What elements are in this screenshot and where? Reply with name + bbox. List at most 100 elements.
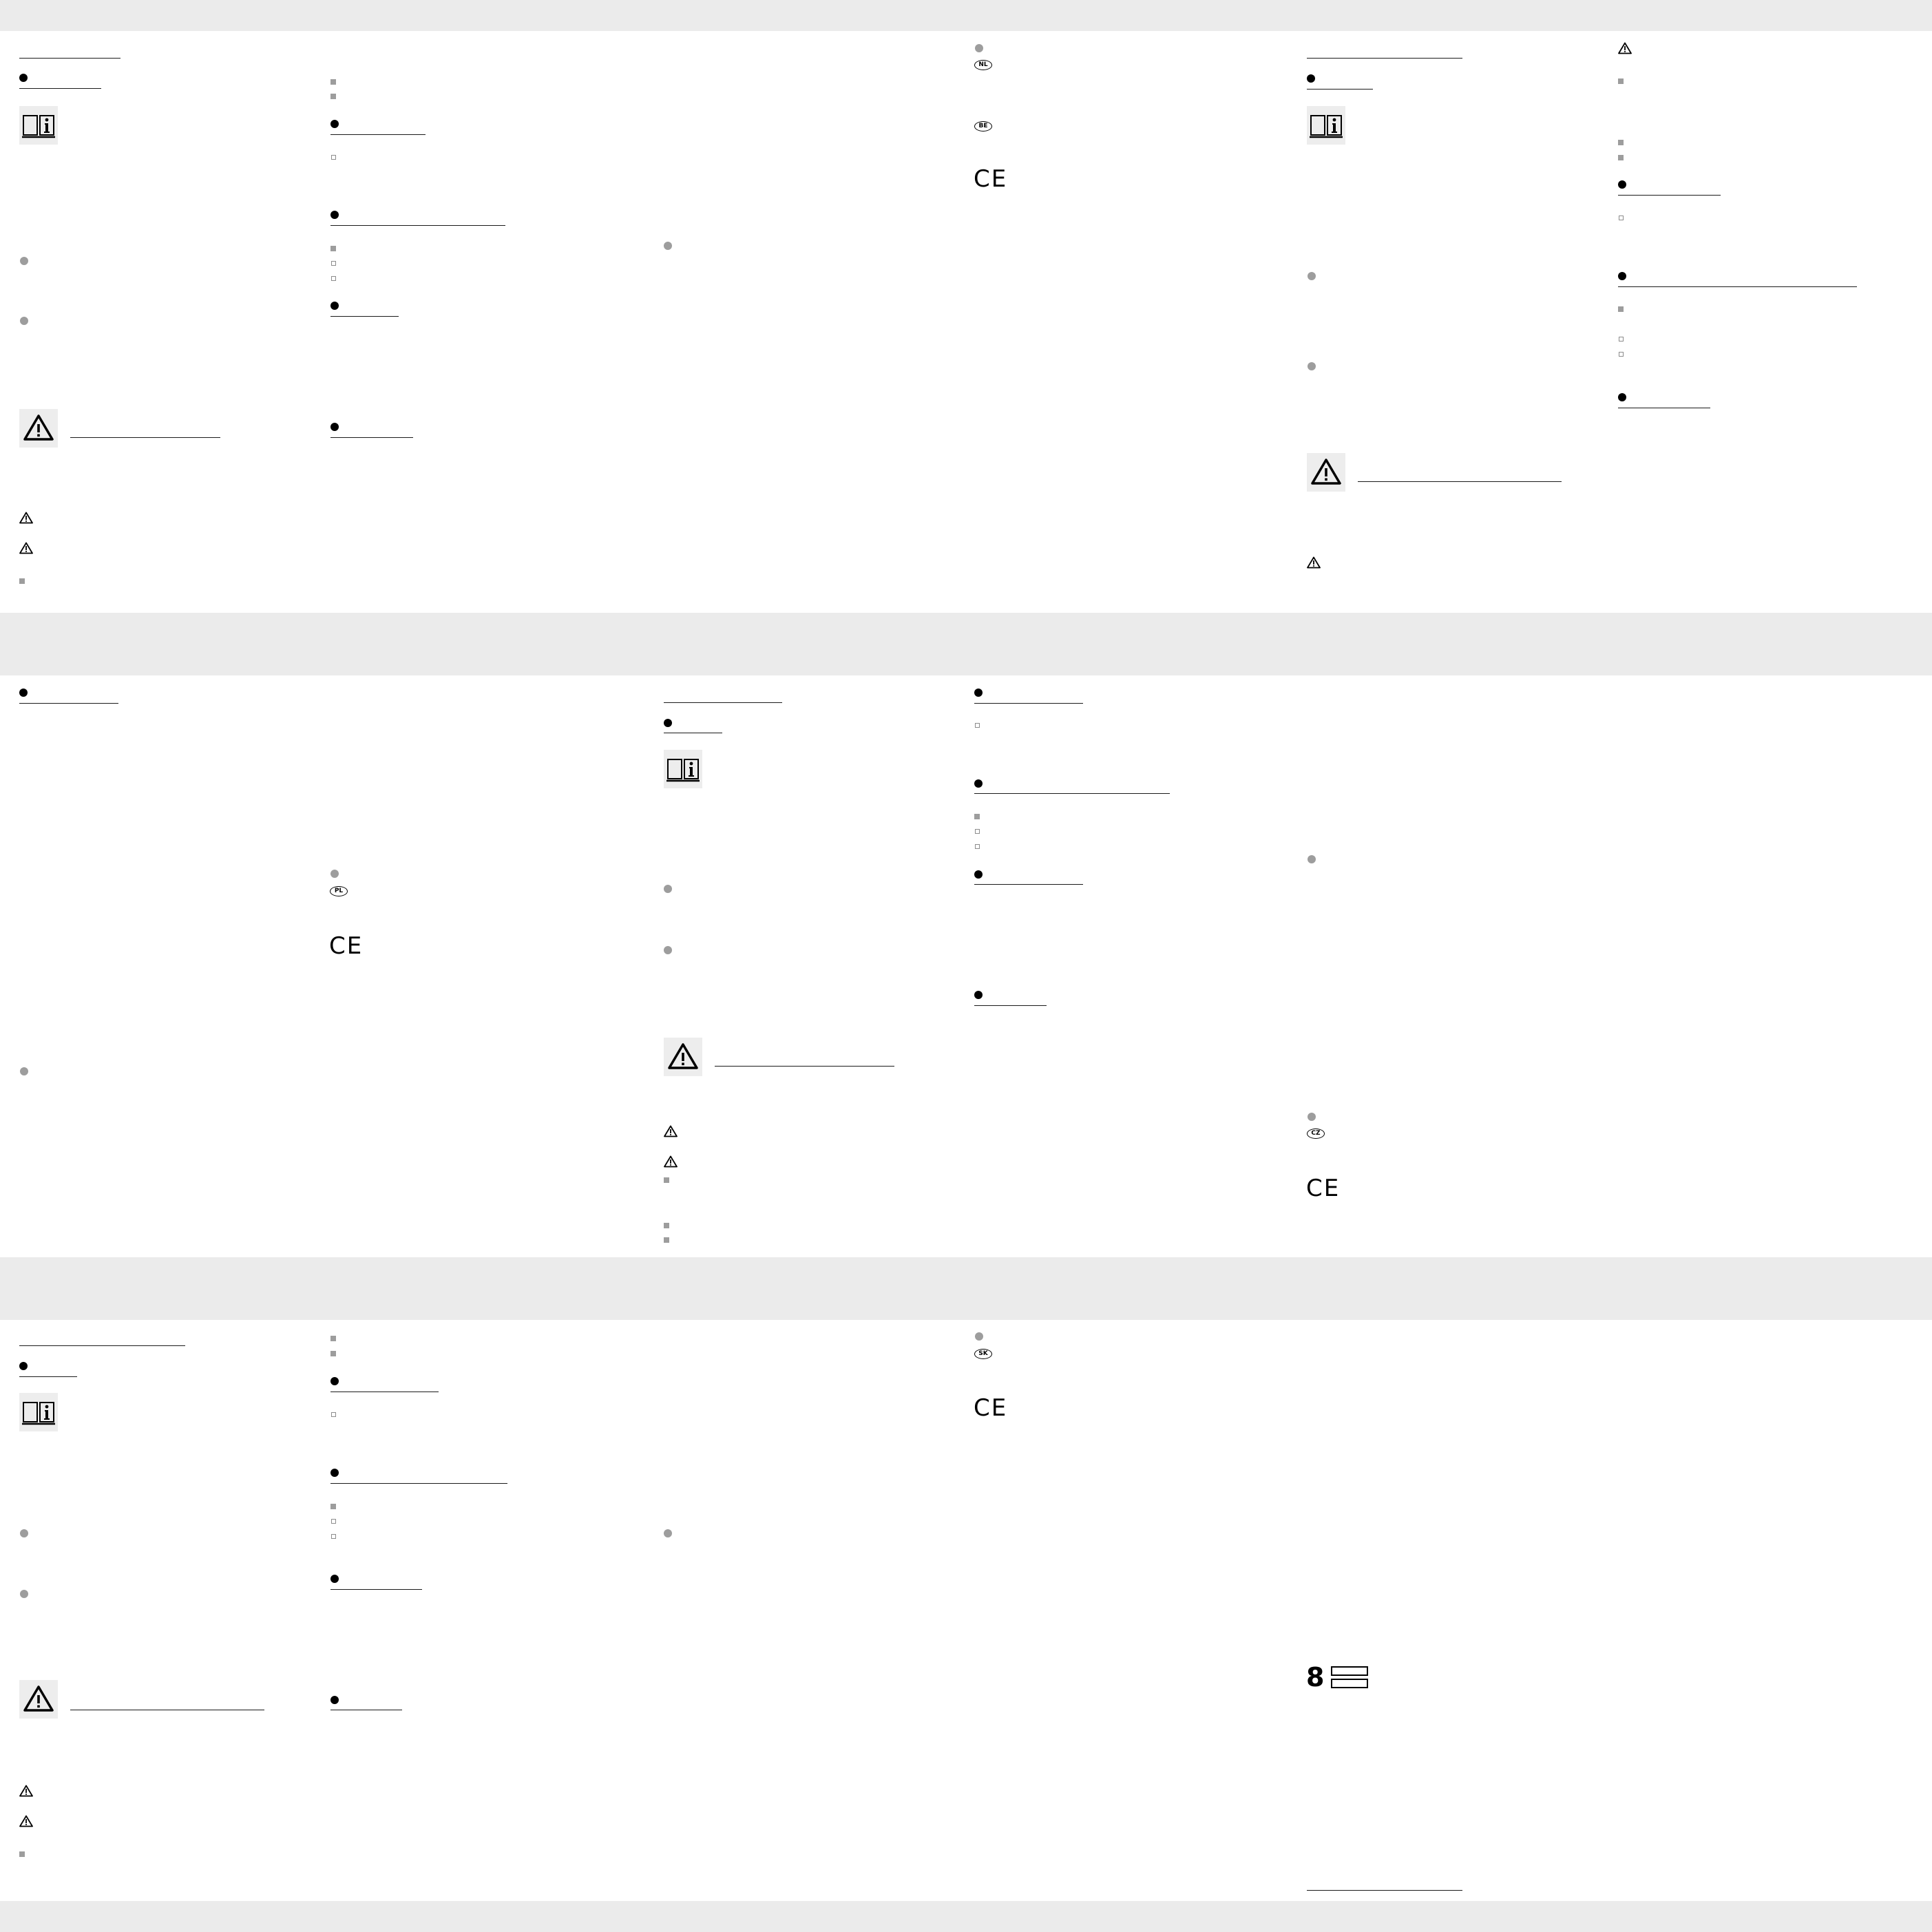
section-title-rule <box>664 702 782 703</box>
bullet-dot-icon <box>1618 180 1626 189</box>
heading-rule <box>19 88 101 89</box>
warning-triangle-icon <box>1307 453 1345 492</box>
warning-triangle-icon <box>19 409 58 448</box>
warning-triangle-icon <box>19 1815 33 1827</box>
checkbox-marker <box>331 1519 336 1524</box>
warning-heading-rule <box>70 437 220 438</box>
checkbox-marker <box>331 276 336 281</box>
heading-rule <box>1307 89 1373 90</box>
section-title-rule <box>1307 1890 1462 1891</box>
bullet-dot-icon <box>1307 74 1315 83</box>
gray-bullet <box>664 242 672 250</box>
heading-rule <box>330 316 399 317</box>
gray-bullet <box>20 1590 28 1598</box>
bullet-dot-icon <box>1618 272 1626 280</box>
warning-heading-rule <box>1358 481 1562 482</box>
list-marker <box>19 578 25 584</box>
warning-triangle-icon <box>19 512 33 524</box>
heading-rule <box>330 437 413 438</box>
bullet-dot-icon <box>19 74 28 82</box>
gray-bullet <box>1308 855 1316 863</box>
country-badge-pl: PL <box>330 886 348 896</box>
manual-info-icon <box>19 106 58 145</box>
manual-info-icon <box>664 750 702 788</box>
gray-bullet <box>1308 362 1316 370</box>
list-marker <box>330 1336 336 1341</box>
heading-rule <box>1618 286 1857 287</box>
bullet-dot-icon <box>330 1377 339 1385</box>
bullet-dot-icon <box>330 302 339 310</box>
list-marker <box>664 1177 669 1183</box>
list-marker <box>330 1351 336 1356</box>
list-marker <box>330 246 336 251</box>
heading-rule <box>330 225 505 226</box>
heading-rule <box>974 1005 1047 1006</box>
heading-rule <box>974 884 1083 885</box>
list-marker <box>19 1851 25 1857</box>
ce-mark: CE <box>974 165 1008 193</box>
bullet-dot-icon <box>19 689 28 697</box>
section-title-rule <box>19 58 120 59</box>
gray-bullet <box>20 1529 28 1537</box>
gray-bullet <box>975 1332 983 1341</box>
heading-rule <box>330 1589 422 1590</box>
list-marker <box>1618 140 1624 145</box>
country-badge-be: BE <box>974 121 992 132</box>
bullet-dot-icon <box>664 719 672 727</box>
section-title-rule <box>1307 58 1462 59</box>
gray-bullet <box>664 1529 672 1537</box>
heading-rule <box>330 134 426 135</box>
list-marker <box>1618 155 1624 160</box>
page-number: 8 <box>1306 1662 1325 1692</box>
list-marker <box>330 79 336 85</box>
country-badge-nl: NL <box>974 60 992 70</box>
gray-bullet <box>664 946 672 954</box>
top-band <box>0 0 1932 31</box>
list-marker <box>1618 78 1624 84</box>
warning-heading-rule <box>715 1066 894 1067</box>
heading-rule <box>330 1483 507 1484</box>
section-title-rule <box>19 1345 185 1346</box>
warning-triangle-icon <box>19 1785 33 1797</box>
bullet-dot-icon <box>974 689 983 697</box>
gray-bullet <box>975 44 983 52</box>
warning-triangle-icon <box>664 1125 678 1137</box>
list-marker <box>330 1504 336 1509</box>
list-marker <box>974 814 980 819</box>
gray-bullet <box>20 1067 28 1075</box>
heading-rule <box>974 703 1083 704</box>
manual-info-icon <box>1307 106 1345 145</box>
manual-info-icon <box>19 1393 58 1431</box>
heading-rule <box>1618 195 1721 196</box>
list-marker <box>330 94 336 99</box>
country-badge-sk: SK <box>974 1349 992 1359</box>
band-3 <box>0 1257 1932 1320</box>
checkbox-marker <box>1619 337 1624 342</box>
warning-triangle-icon <box>664 1038 702 1076</box>
checkbox-marker <box>1619 216 1624 220</box>
heading-rule <box>974 793 1170 794</box>
bullet-dot-icon <box>974 779 983 788</box>
checkbox-marker <box>331 1412 336 1417</box>
warning-triangle-icon <box>1618 42 1632 54</box>
checkbox-marker <box>975 829 980 834</box>
page-number-box-top <box>1331 1666 1368 1676</box>
list-marker <box>1618 306 1624 312</box>
country-badge-cz: CZ <box>1307 1128 1325 1139</box>
gray-bullet <box>1308 272 1316 280</box>
bullet-dot-icon <box>330 1469 339 1477</box>
gray-bullet <box>20 257 28 265</box>
warning-triangle-icon <box>664 1155 678 1168</box>
gray-bullet <box>1308 1113 1316 1121</box>
checkbox-marker <box>331 1534 336 1539</box>
bullet-dot-icon <box>1618 393 1626 401</box>
bullet-dot-icon <box>330 423 339 431</box>
gray-bullet <box>330 870 339 878</box>
warning-triangle-icon <box>19 542 33 554</box>
gray-bullet <box>664 885 672 893</box>
list-marker <box>664 1237 669 1243</box>
heading-rule <box>19 1376 77 1377</box>
bullet-dot-icon <box>330 1575 339 1583</box>
ce-mark: CE <box>329 932 364 960</box>
bullet-dot-icon <box>330 1696 339 1704</box>
